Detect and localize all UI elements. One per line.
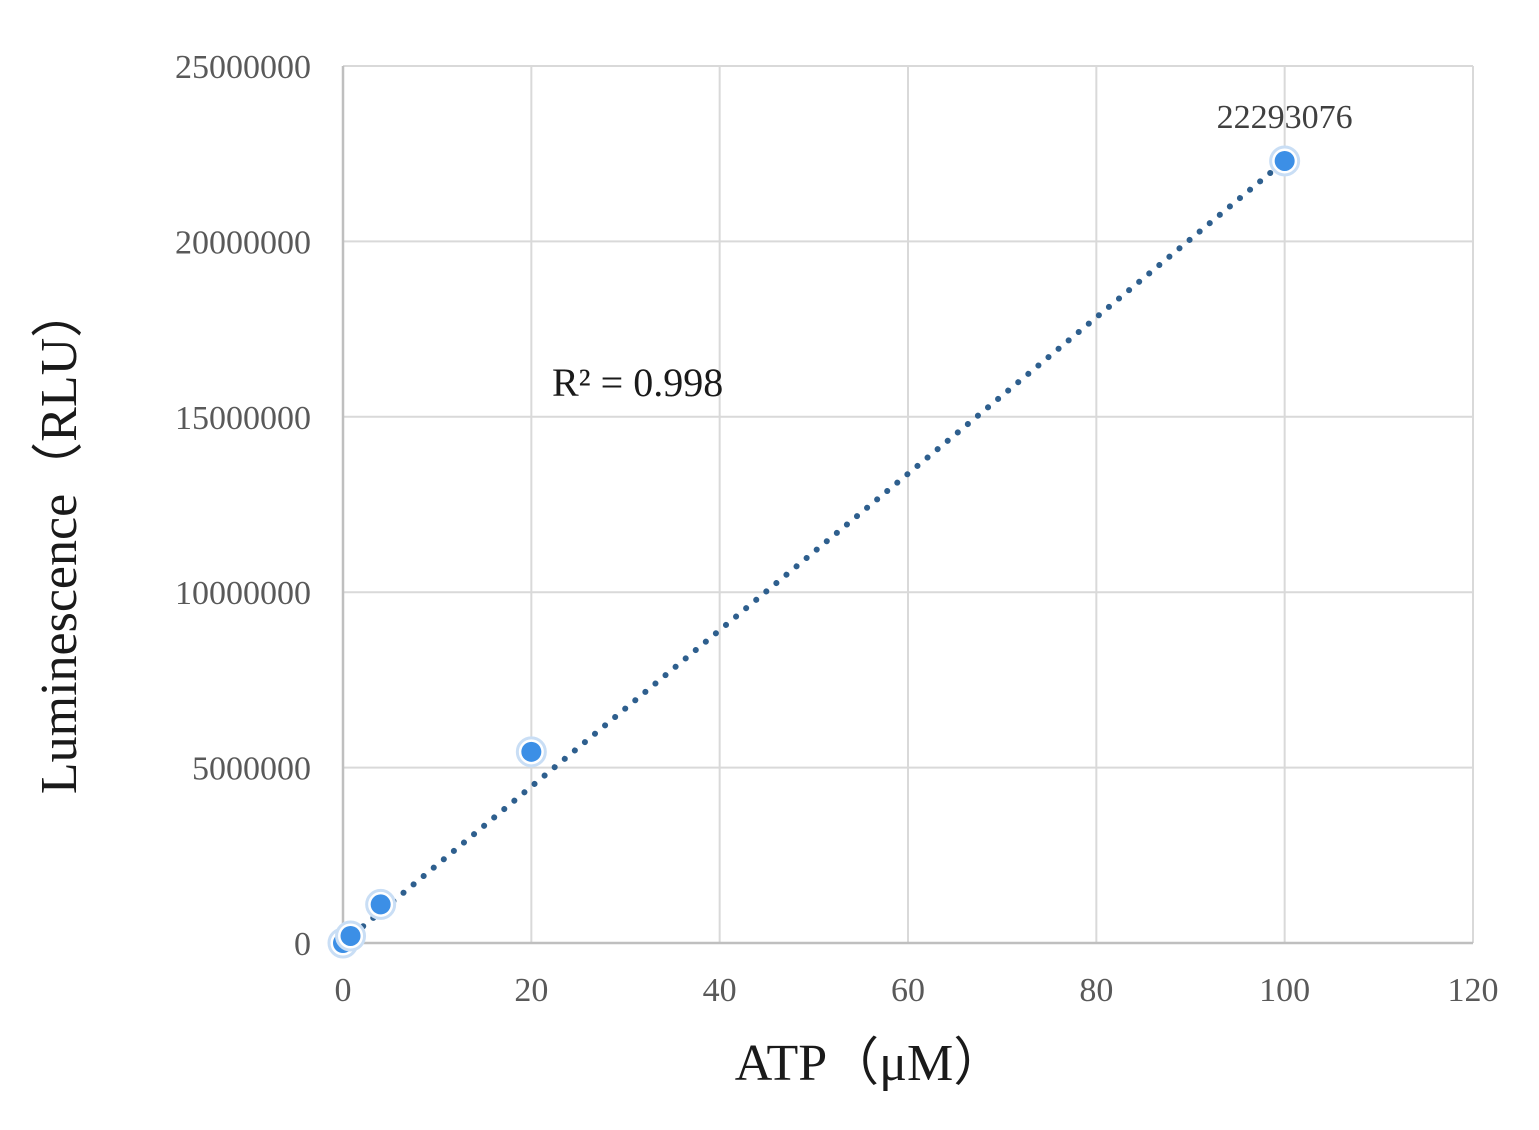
y-tick-label: 15000000: [175, 400, 311, 437]
x-tick-label: 0: [335, 972, 352, 1009]
data-point: [521, 741, 542, 762]
data-point: [370, 894, 391, 915]
x-tick-label: 100: [1259, 972, 1310, 1009]
x-axis-title: ATP（μM）: [735, 1035, 1006, 1092]
y-tick-label: 5000000: [192, 751, 311, 788]
x-tick-label: 60: [891, 972, 925, 1009]
points-layer: [327, 145, 1301, 959]
trendline-layer: [340, 157, 1288, 946]
y-tick-label: 10000000: [175, 575, 311, 612]
data-label: 22293076: [1217, 99, 1353, 136]
y-tick-label: 0: [294, 926, 311, 963]
y-axis-title: Luminescence（RLU）: [31, 286, 88, 794]
x-tick-label: 120: [1448, 972, 1499, 1009]
data-point: [1274, 150, 1295, 171]
y-tick-label: 25000000: [175, 49, 311, 86]
trendline: [340, 157, 1288, 946]
x-tick-label: 80: [1079, 972, 1113, 1009]
x-tick-label: 40: [703, 972, 737, 1009]
x-tick-label: 20: [514, 972, 548, 1009]
axes-layer: 0 20 40 60 80 100 120 0 5000000 10000000 15000000 2…: [175, 49, 1499, 1009]
labels-layer: 22293076: [1217, 99, 1353, 136]
r-squared-annotation: R² = 0.998: [552, 360, 723, 405]
data-point: [340, 925, 361, 946]
y-tick-label: 20000000: [175, 224, 311, 261]
grid-layer: [342, 65, 1474, 944]
